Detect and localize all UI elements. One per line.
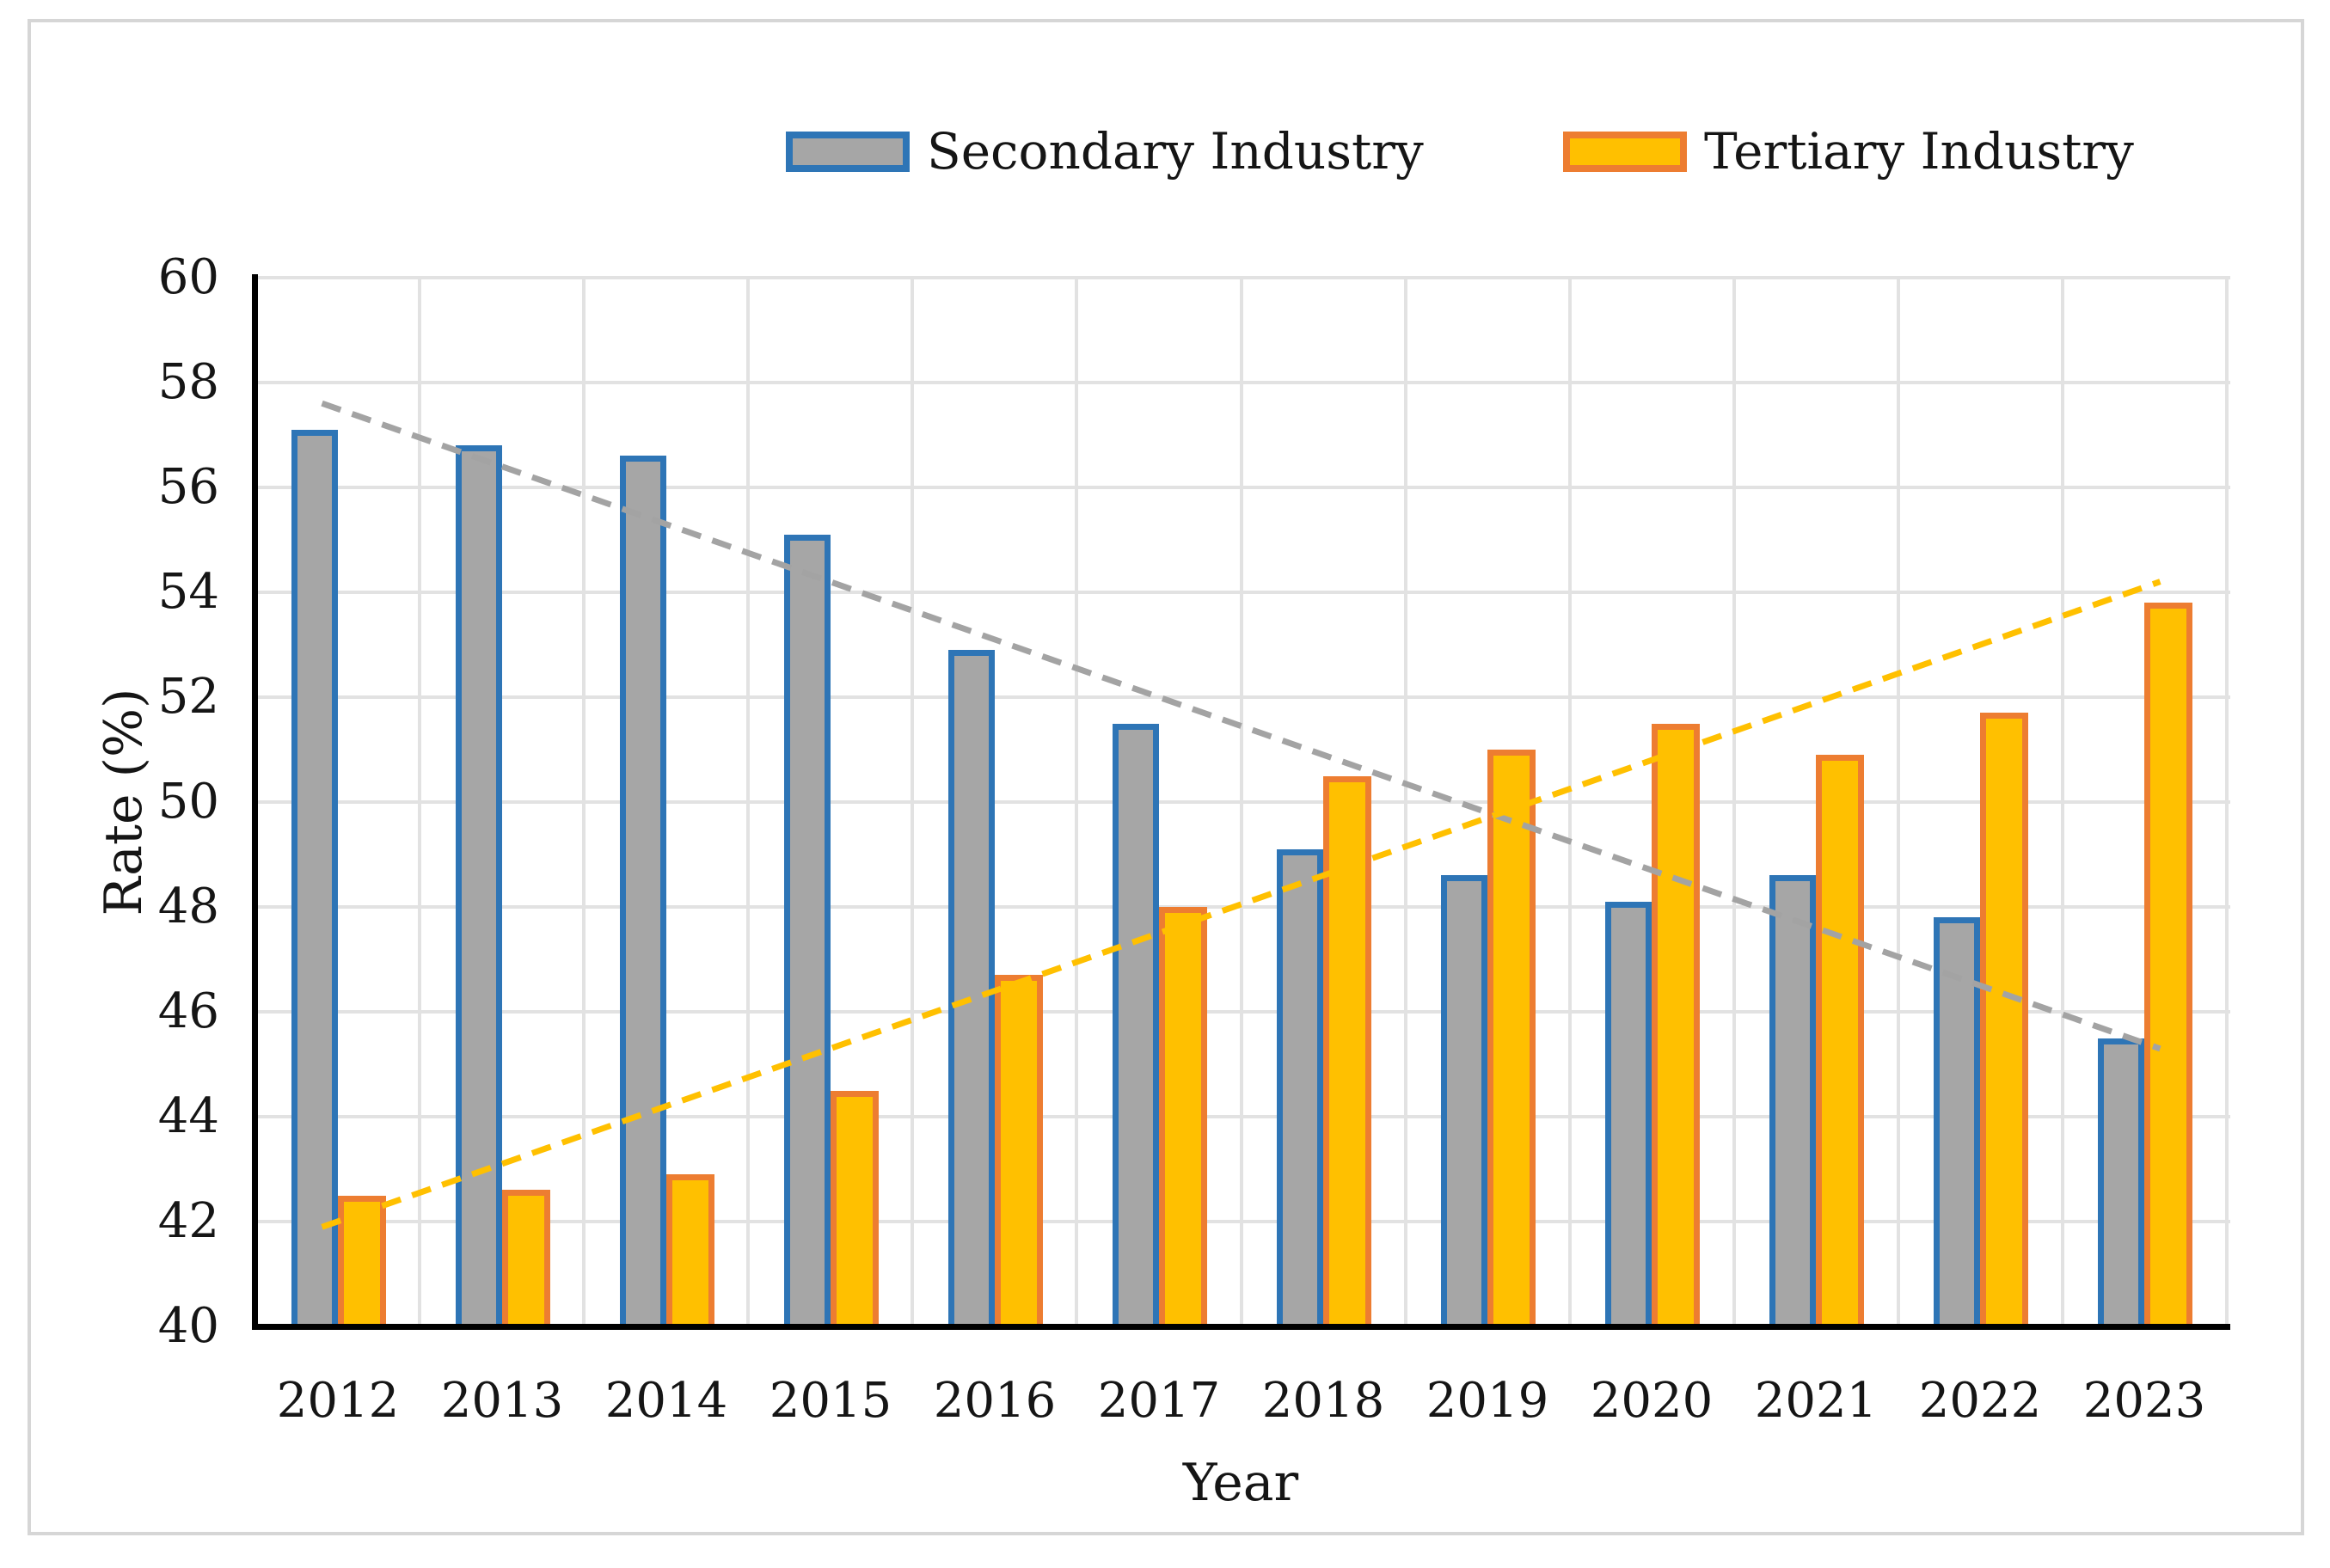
y-axis-line xyxy=(252,274,258,1330)
x-tick-label-2019: 2019 xyxy=(1426,1373,1549,1429)
y-tick-label-60: 60 xyxy=(157,249,219,305)
bar-tertiary-2016 xyxy=(995,975,1043,1328)
trendline-tertiary xyxy=(321,579,2161,1230)
v-gridline-2016 xyxy=(1075,278,1078,1326)
x-axis-line xyxy=(252,1324,2230,1330)
x-tick-label-2015: 2015 xyxy=(769,1373,892,1429)
bar-tertiary-2020 xyxy=(1652,724,1700,1328)
v-gridline-2019 xyxy=(1568,278,1572,1326)
bar-tertiary-2022 xyxy=(1980,713,2028,1328)
y-tick-label-42: 42 xyxy=(157,1193,219,1249)
x-tick-label-2012: 2012 xyxy=(276,1373,400,1429)
bar-tertiary-2017 xyxy=(1159,907,1207,1328)
y-tick-label-56: 56 xyxy=(157,459,219,515)
x-tick-label-2013: 2013 xyxy=(440,1373,564,1429)
bar-secondary-2013 xyxy=(456,445,502,1328)
x-tick-label-2020: 2020 xyxy=(1590,1373,1714,1429)
bar-secondary-2017 xyxy=(1113,724,1159,1328)
bar-tertiary-2012 xyxy=(338,1196,386,1328)
bar-secondary-2023 xyxy=(2098,1038,2144,1328)
y-tick-label-52: 52 xyxy=(157,669,219,725)
bar-secondary-2020 xyxy=(1605,902,1652,1328)
bar-tertiary-2019 xyxy=(1487,750,1536,1328)
bar-tertiary-2021 xyxy=(1816,755,1864,1328)
bar-secondary-2015 xyxy=(784,535,831,1328)
v-gridline-2018 xyxy=(1404,278,1407,1326)
legend-label-tertiary: Tertiary Industry xyxy=(1704,122,2134,181)
x-tick-label-2014: 2014 xyxy=(604,1373,728,1429)
v-gridline-2021 xyxy=(1897,278,1900,1326)
v-gridline-2022 xyxy=(2061,278,2064,1326)
v-gridline-2013 xyxy=(582,278,586,1326)
v-gridline-2017 xyxy=(1240,278,1243,1326)
legend-label-secondary: Secondary Industry xyxy=(927,122,1424,181)
y-tick-label-50: 50 xyxy=(157,774,219,830)
bar-tertiary-2014 xyxy=(666,1174,714,1328)
x-axis-title: Year xyxy=(1182,1453,1299,1513)
y-tick-label-44: 44 xyxy=(157,1088,219,1144)
legend-item-secondary: Secondary Industry xyxy=(786,126,1424,176)
bar-secondary-2012 xyxy=(291,430,338,1328)
y-tick-label-48: 48 xyxy=(157,879,219,934)
bar-secondary-2021 xyxy=(1769,875,1816,1328)
bar-secondary-2018 xyxy=(1277,849,1323,1328)
bar-tertiary-2023 xyxy=(2144,603,2192,1328)
y-tick-label-46: 46 xyxy=(157,983,219,1039)
bar-tertiary-2013 xyxy=(502,1190,550,1328)
v-gridline-2015 xyxy=(911,278,914,1326)
v-gridline-2012 xyxy=(418,278,421,1326)
y-tick-label-40: 40 xyxy=(157,1298,219,1354)
y-tick-label-54: 54 xyxy=(157,564,219,620)
legend-item-tertiary: Tertiary Industry xyxy=(1563,126,2134,176)
x-tick-label-2018: 2018 xyxy=(1261,1373,1385,1429)
y-tick-label-58: 58 xyxy=(157,354,219,410)
x-tick-label-2017: 2017 xyxy=(1097,1373,1221,1429)
y-axis-title: Rate (%) xyxy=(94,688,154,916)
bar-secondary-2019 xyxy=(1441,875,1487,1328)
x-tick-label-2016: 2016 xyxy=(933,1373,1057,1429)
v-gridline-2020 xyxy=(1732,278,1736,1326)
legend-swatch-tertiary xyxy=(1563,131,1687,172)
v-gridline-2014 xyxy=(746,278,750,1326)
x-tick-label-2021: 2021 xyxy=(1754,1373,1878,1429)
v-gridline-2023 xyxy=(2225,278,2229,1326)
x-tick-label-2023: 2023 xyxy=(2082,1373,2206,1429)
trendline-secondary xyxy=(321,400,2161,1052)
bar-tertiary-2015 xyxy=(831,1091,879,1328)
x-tick-label-2022: 2022 xyxy=(1918,1373,2042,1429)
legend-swatch-secondary xyxy=(786,131,910,172)
bar-secondary-2014 xyxy=(620,456,666,1328)
